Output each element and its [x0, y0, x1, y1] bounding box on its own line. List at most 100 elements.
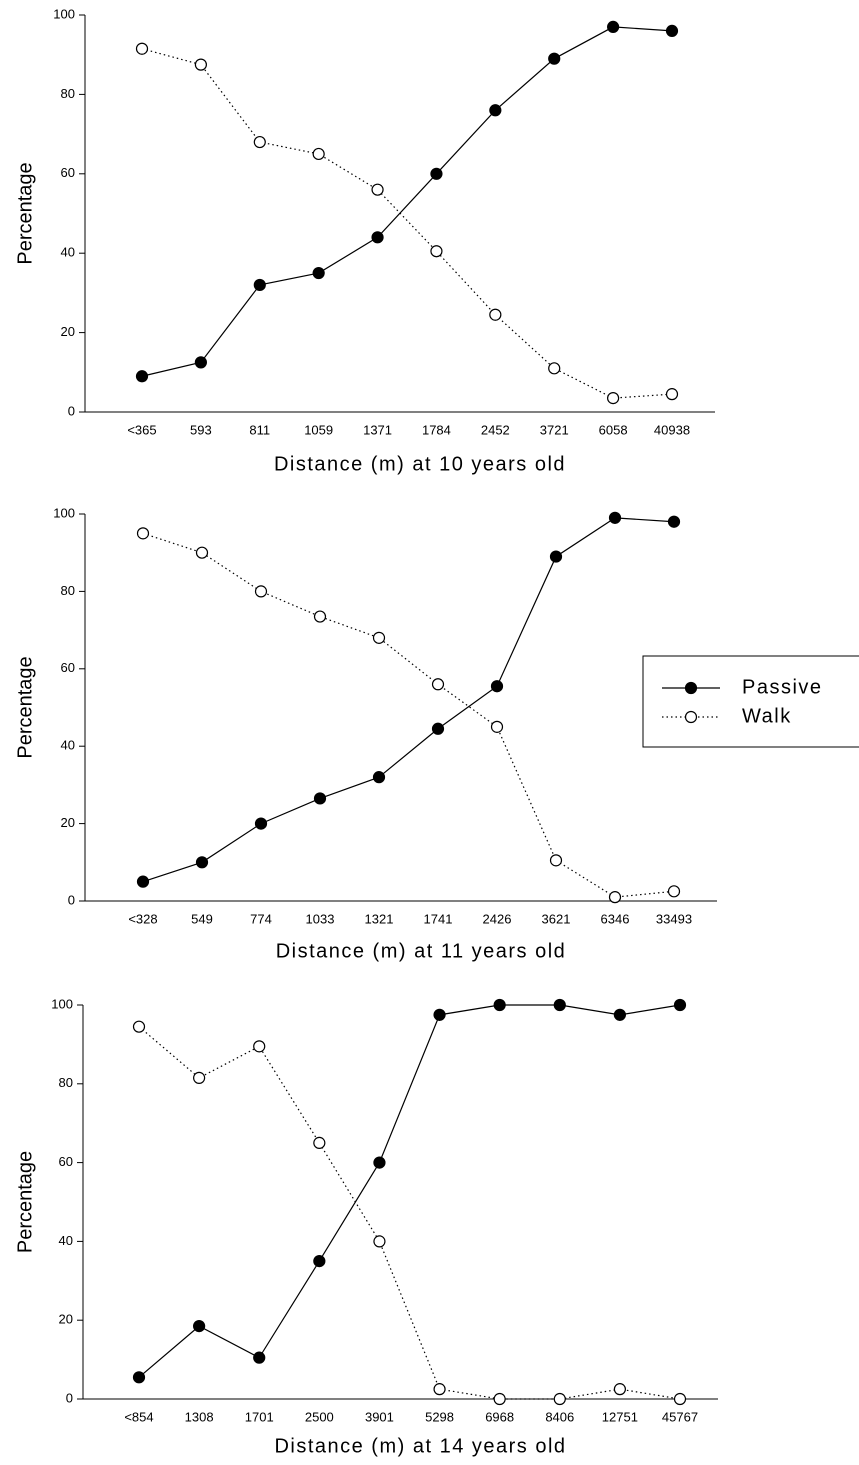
legend-label: Walk — [742, 705, 792, 727]
x-axis-label: Distance (m) at 14 years old — [274, 1435, 566, 1457]
x-tick-label: 2452 — [481, 422, 510, 437]
legend-label: Passive — [742, 676, 823, 698]
data-point — [195, 546, 209, 559]
data-point — [431, 722, 445, 735]
data-point — [135, 42, 149, 55]
x-tick-label: 1321 — [365, 911, 394, 926]
x-tick-label: 33493 — [656, 911, 692, 926]
data-point — [193, 1071, 206, 1084]
x-tick-label: 6346 — [601, 911, 630, 926]
series-line — [141, 48, 673, 399]
series-line — [138, 1004, 681, 1378]
data-point — [553, 998, 566, 1012]
legend-marker — [684, 710, 698, 724]
x-tick-label: 45767 — [662, 1409, 698, 1424]
y-tick-label: 0 — [68, 892, 75, 907]
data-point — [430, 245, 443, 258]
x-tick-label: 12751 — [602, 1409, 638, 1424]
data-point — [548, 362, 561, 375]
data-point — [665, 388, 679, 401]
series-line — [142, 517, 675, 883]
data-point — [433, 1008, 446, 1021]
x-tick-label: 549 — [191, 911, 213, 926]
x-tick-label: 1308 — [185, 1409, 214, 1424]
data-point — [549, 854, 563, 867]
data-point — [254, 585, 268, 598]
x-tick-label: 3621 — [542, 911, 571, 926]
data-point — [193, 1320, 206, 1333]
data-point — [431, 678, 445, 691]
data-point — [667, 515, 681, 528]
x-tick-label: 1784 — [422, 422, 451, 437]
data-point — [549, 550, 563, 563]
data-point — [607, 20, 620, 34]
data-point — [372, 771, 386, 784]
y-tick-label: 20 — [59, 1312, 73, 1327]
data-point — [613, 1008, 626, 1021]
y-tick-label: 80 — [59, 1075, 73, 1090]
y-tick-label: 40 — [59, 1233, 73, 1248]
data-point — [490, 680, 504, 693]
data-point — [132, 1371, 146, 1384]
y-tick-label: 20 — [61, 815, 75, 830]
data-point — [673, 998, 687, 1012]
data-point — [253, 1351, 266, 1364]
data-point — [553, 1392, 566, 1406]
x-tick-label: <854 — [124, 1409, 153, 1424]
data-point — [312, 266, 325, 280]
data-point — [194, 58, 207, 71]
data-point — [613, 1383, 626, 1396]
data-point — [313, 610, 327, 623]
data-point — [373, 1156, 386, 1169]
data-point — [253, 1040, 266, 1053]
x-tick-label: 1371 — [363, 422, 392, 437]
x-tick-label: 6058 — [599, 422, 628, 437]
x-tick-label: 40938 — [654, 422, 690, 437]
data-point — [489, 104, 502, 117]
x-tick-label: 1033 — [306, 911, 335, 926]
data-point — [493, 1392, 506, 1406]
x-tick-label: 811 — [249, 422, 270, 437]
x-tick-label: 3721 — [540, 422, 569, 437]
data-point — [430, 167, 443, 180]
y-tick-label: 100 — [51, 996, 73, 1011]
data-point — [195, 856, 209, 869]
y-tick-label: 40 — [61, 245, 75, 260]
y-tick-label: 40 — [61, 738, 75, 753]
data-point — [493, 998, 506, 1012]
data-point — [667, 885, 681, 898]
data-point — [608, 511, 622, 524]
x-tick-label: 774 — [250, 911, 272, 926]
y-tick-label: 80 — [61, 86, 75, 101]
x-tick-label: <328 — [128, 911, 157, 926]
data-point — [253, 135, 266, 149]
x-tick-label: 8406 — [545, 1409, 574, 1424]
y-tick-label: 60 — [61, 660, 75, 675]
x-tick-label: 2426 — [483, 911, 512, 926]
x-tick-label: <365 — [127, 422, 156, 437]
y-tick-label: 0 — [68, 403, 75, 418]
y-tick-label: 60 — [61, 165, 75, 180]
data-point — [433, 1383, 446, 1396]
data-point — [373, 1235, 386, 1248]
x-tick-label: 1701 — [245, 1409, 274, 1424]
x-tick-label: 5298 — [425, 1409, 454, 1424]
data-point — [132, 1020, 146, 1033]
x-tick-label: 1059 — [304, 422, 333, 437]
y-tick-label: 20 — [61, 324, 75, 339]
data-point — [194, 356, 207, 369]
series-line — [138, 1026, 681, 1400]
x-tick-label: 3901 — [365, 1409, 394, 1424]
data-point — [313, 1254, 326, 1268]
x-axis-label: Distance (m) at 10 years old — [274, 453, 566, 475]
data-point — [548, 52, 561, 65]
y-axis-label: Percentage — [14, 1151, 36, 1253]
data-point — [489, 308, 502, 321]
y-tick-label: 100 — [53, 6, 75, 21]
legend-marker — [684, 681, 698, 695]
y-axis-label: Percentage — [14, 162, 36, 264]
y-tick-label: 100 — [53, 505, 75, 520]
x-tick-label: 1741 — [424, 911, 453, 926]
y-axis-label: Percentage — [14, 656, 36, 758]
x-tick-label: 593 — [190, 422, 212, 437]
